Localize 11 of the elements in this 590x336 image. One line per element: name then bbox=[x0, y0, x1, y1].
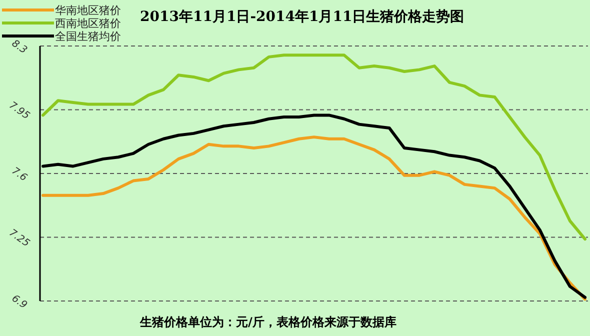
text: 生猪价格单位为：元/斤，表格价格来源于数据库 bbox=[139, 315, 396, 329]
y-tick-label: 8.3 bbox=[9, 38, 29, 56]
y-tick-label: 6.9 bbox=[9, 293, 29, 312]
legend-label: 西南地区猪价 bbox=[55, 17, 121, 30]
legend-label: 华南地区猪价 bbox=[55, 4, 121, 17]
y-tick-label: 7.25 bbox=[6, 228, 32, 250]
chart-title: 2013年11月1日-2014年1月11日生猪价格走势图 bbox=[140, 9, 464, 25]
y-tick-label: 7.95 bbox=[6, 100, 32, 122]
legend-label: 全国生猪均价 bbox=[55, 30, 121, 43]
y-tick-label: 7.6 bbox=[9, 166, 29, 184]
line-series bbox=[42, 54, 586, 241]
